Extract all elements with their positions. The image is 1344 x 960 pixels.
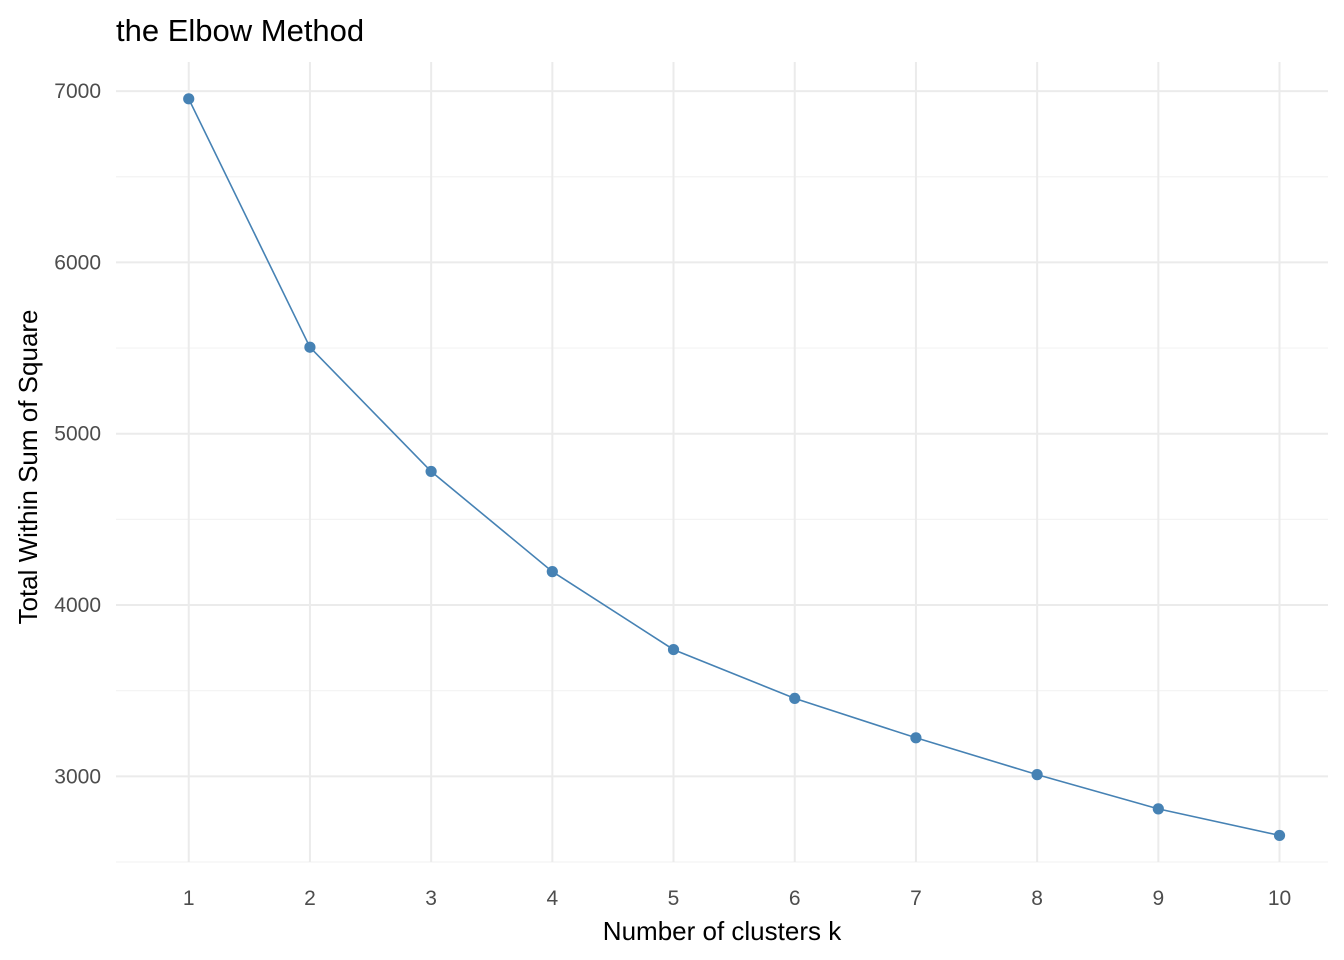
x-tick-label: 10 (1268, 887, 1291, 910)
chart-title: the Elbow Method (116, 13, 364, 48)
data-point (667, 643, 680, 656)
y-tick-label: 7000 (54, 80, 101, 103)
y-tick-label: 3000 (54, 765, 101, 788)
y-axis-title: Total Within Sum of Square (13, 309, 43, 624)
data-point (1152, 803, 1164, 815)
series-line (187, 98, 1280, 837)
data-point (789, 692, 801, 705)
x-tick-label: 8 (1031, 887, 1043, 910)
y-tick-label: 4000 (54, 594, 101, 617)
y-tick-label: 6000 (54, 251, 101, 274)
x-tick-label: 1 (183, 887, 195, 910)
x-axis-title: Number of clusters k (603, 916, 842, 946)
x-tick-label: 3 (425, 887, 437, 910)
x-tick-label: 9 (1152, 887, 1164, 910)
data-point (425, 465, 437, 478)
x-tick-label: 6 (789, 887, 801, 910)
x-tick-label: 2 (304, 887, 316, 910)
x-tick-label: 4 (546, 887, 558, 910)
x-tick-label: 5 (668, 887, 680, 910)
data-point (1031, 769, 1043, 781)
data-point (304, 341, 316, 353)
x-tick-label: 7 (910, 887, 922, 910)
tick-layer: 3000 4000 5000 6000 7000 1 2 3 4 5 6 7 8 9 10 (54, 80, 1291, 910)
grid-layer (116, 62, 1328, 863)
series-layer (183, 93, 1286, 842)
y-tick-label: 5000 (54, 423, 101, 446)
data-point (183, 93, 195, 105)
data-point (546, 566, 558, 578)
data-point (910, 732, 922, 744)
data-point (1273, 829, 1286, 842)
